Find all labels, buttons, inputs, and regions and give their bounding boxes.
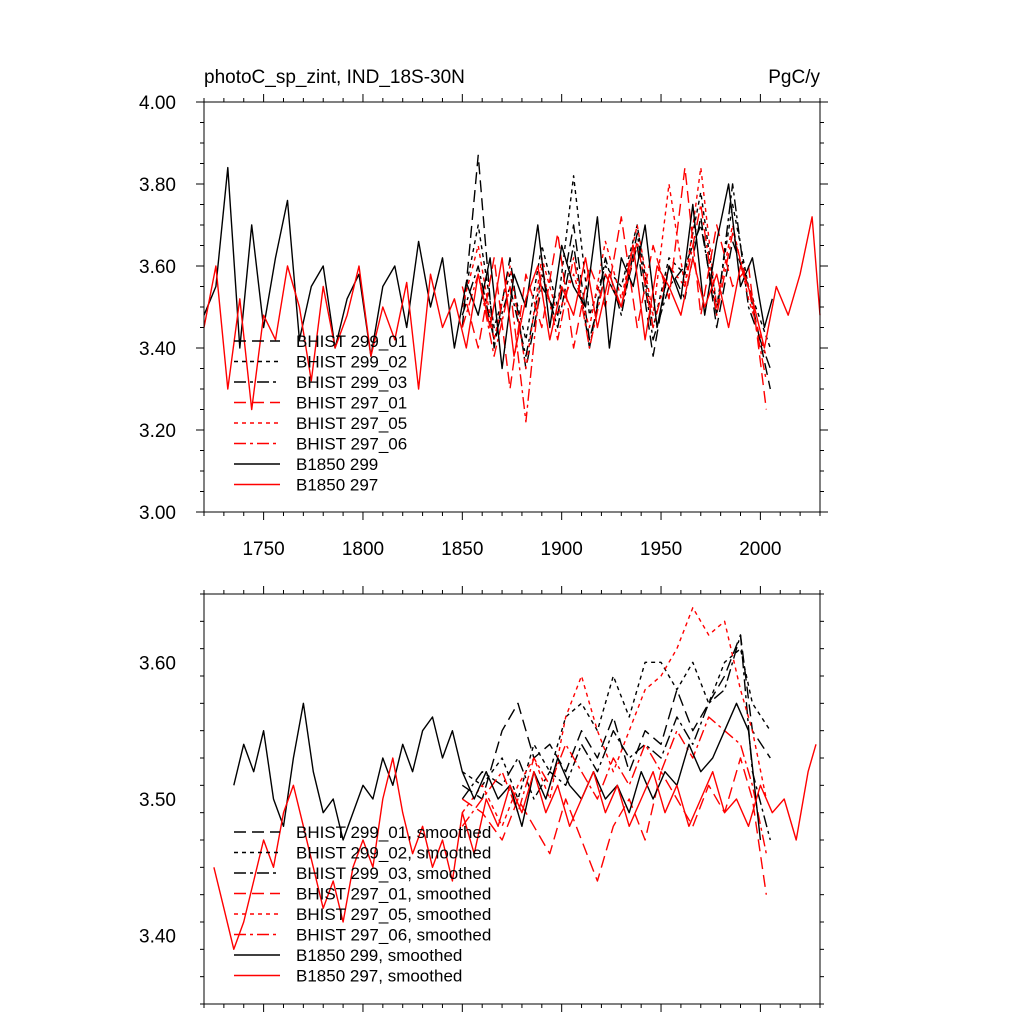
bottom-series-line-1 <box>461 648 771 800</box>
bottom-axis-ticks: 3.40 3.50 3.60 <box>139 586 824 1012</box>
bottom-legend: BHIST 299_01, smoothed BHIST 299_02, smoo… <box>234 823 491 986</box>
top-xtick-label: 2000 <box>739 539 781 560</box>
bottom-ytick-label: 3.40 <box>139 927 176 948</box>
top-xtick-label: 1800 <box>342 539 384 560</box>
top-legend-label-1: BHIST 299_02 <box>296 353 407 372</box>
bottom-ytick-label: 3.50 <box>139 790 176 811</box>
bottom-legend-label-1: BHIST 299_02, smoothed <box>296 844 491 863</box>
top-ytick-label: 3.40 <box>139 339 176 360</box>
bottom-series-line-0 <box>461 634 771 800</box>
bottom-legend-label-6: B1850 299, smoothed <box>296 946 462 965</box>
bottom-plot-frame <box>203 593 821 1005</box>
top-chart-title: photoC_sp_zint, IND_18S-30N <box>204 67 465 88</box>
top-xtick-label: 1950 <box>640 539 682 560</box>
top-ytick-label: 3.20 <box>139 421 176 442</box>
top-legend-label-4: BHIST 297_05 <box>296 414 407 433</box>
top-legend-label-5: BHIST 297_06 <box>296 435 407 454</box>
top-series-group <box>203 154 821 423</box>
top-series-line-4 <box>461 166 767 370</box>
top-ytick-label: 3.00 <box>139 503 176 524</box>
bottom-legend-label-3: BHIST 297_01, smoothed <box>296 885 491 904</box>
top-series-line-2 <box>461 183 771 369</box>
bottom-series-line-7 <box>213 744 817 950</box>
top-legend-label-2: BHIST 299_03 <box>296 373 407 392</box>
bottom-legend-label-2: BHIST 299_03, smoothed <box>296 864 491 883</box>
top-series-line-6 <box>203 166 773 370</box>
top-legend-label-0: BHIST 299_01 <box>296 332 407 351</box>
top-chart-units: PgC/y <box>768 67 820 88</box>
bottom-legend-label-5: BHIST 297_06, smoothed <box>296 926 491 945</box>
bottom-legend-label-4: BHIST 297_05, smoothed <box>296 905 491 924</box>
bottom-ytick-label: 3.60 <box>139 653 176 674</box>
top-panel: photoC_sp_zint, IND_18S-30N PgC/y BHIST … <box>139 67 828 560</box>
bottom-series-line-3 <box>461 757 767 895</box>
top-legend-label-6: B1850 299 <box>296 455 378 474</box>
bottom-legend-label-7: B1850 297, smoothed <box>296 967 462 986</box>
bottom-series-group <box>213 607 817 950</box>
bottom-legend-label-0: BHIST 299_01, smoothed <box>296 823 491 842</box>
bottom-series-line-2 <box>461 634 771 841</box>
top-series-line-0 <box>461 154 771 390</box>
top-ytick-label: 3.60 <box>139 257 176 278</box>
top-xtick-label: 1850 <box>441 539 483 560</box>
top-xtick-label: 1750 <box>242 539 284 560</box>
top-axis-ticks: 1750 1800 1850 1900 1950 2000 3.00 3.20 3.40 3.60… <box>139 93 828 560</box>
bottom-series-line-5 <box>461 716 767 854</box>
top-ytick-label: 4.00 <box>139 93 176 114</box>
top-legend-label-3: BHIST 297_01 <box>296 394 407 413</box>
top-series-line-7 <box>203 216 821 411</box>
bottom-series-line-4 <box>461 607 767 827</box>
bottom-series-line-6 <box>233 702 762 841</box>
top-series-line-5 <box>461 203 767 423</box>
top-plot-frame <box>203 101 821 513</box>
top-ytick-label: 3.80 <box>139 175 176 196</box>
top-series-line-3 <box>461 166 767 410</box>
top-legend-label-7: B1850 297 <box>296 476 378 495</box>
top-xtick-label: 1900 <box>541 539 583 560</box>
bottom-panel: BHIST 299_01, smoothed BHIST 299_02, smoo… <box>139 586 824 1012</box>
